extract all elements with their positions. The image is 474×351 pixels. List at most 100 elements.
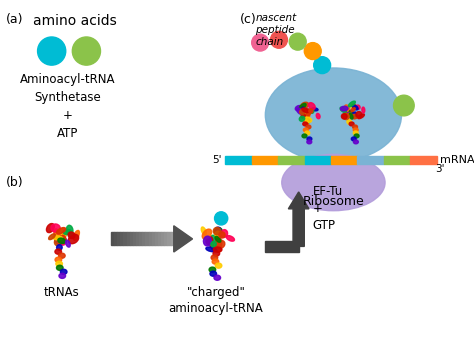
Ellipse shape: [307, 140, 312, 144]
Ellipse shape: [217, 232, 221, 240]
Text: 5': 5': [212, 155, 222, 165]
Ellipse shape: [201, 227, 206, 235]
Ellipse shape: [305, 119, 310, 124]
Ellipse shape: [215, 237, 221, 242]
Bar: [142, 232, 146, 245]
Ellipse shape: [68, 234, 79, 244]
Ellipse shape: [202, 229, 211, 239]
Ellipse shape: [55, 237, 61, 245]
Bar: [158, 232, 161, 245]
Text: tRNAs: tRNAs: [43, 286, 79, 299]
Ellipse shape: [214, 275, 220, 280]
Ellipse shape: [215, 231, 220, 237]
Text: amino acids: amino acids: [33, 14, 117, 28]
Ellipse shape: [348, 113, 352, 117]
Ellipse shape: [73, 231, 80, 240]
Ellipse shape: [303, 111, 310, 119]
Bar: [410, 156, 437, 164]
Circle shape: [215, 212, 228, 225]
Ellipse shape: [56, 261, 63, 266]
Bar: [278, 156, 305, 164]
Ellipse shape: [311, 108, 318, 111]
Text: (c): (c): [239, 13, 256, 26]
Ellipse shape: [301, 102, 309, 108]
Ellipse shape: [304, 117, 312, 122]
Ellipse shape: [56, 265, 63, 270]
Ellipse shape: [215, 227, 221, 233]
Ellipse shape: [305, 131, 310, 135]
Ellipse shape: [349, 113, 353, 119]
Bar: [123, 232, 127, 245]
Ellipse shape: [307, 137, 312, 141]
Bar: [164, 232, 167, 245]
Ellipse shape: [210, 235, 217, 244]
Bar: [171, 232, 174, 245]
Bar: [111, 232, 114, 245]
Text: mRNA: mRNA: [439, 155, 474, 165]
Ellipse shape: [206, 247, 217, 252]
Ellipse shape: [59, 273, 65, 278]
Ellipse shape: [210, 240, 215, 250]
Bar: [331, 156, 357, 164]
Ellipse shape: [301, 107, 304, 111]
Ellipse shape: [351, 137, 356, 141]
Ellipse shape: [299, 104, 306, 110]
Ellipse shape: [56, 245, 62, 250]
Bar: [305, 156, 331, 164]
Text: 3': 3': [435, 164, 444, 174]
Ellipse shape: [52, 236, 63, 240]
Ellipse shape: [55, 257, 62, 262]
Text: nascent
peptide
chain: nascent peptide chain: [255, 13, 297, 47]
Ellipse shape: [213, 251, 219, 256]
Ellipse shape: [302, 110, 309, 116]
Ellipse shape: [352, 112, 356, 117]
Ellipse shape: [221, 230, 228, 238]
Bar: [161, 232, 164, 245]
Text: Aminoacyl-tRNA
Synthetase
+
ATP: Aminoacyl-tRNA Synthetase + ATP: [20, 73, 115, 140]
Ellipse shape: [351, 103, 354, 109]
Ellipse shape: [54, 229, 60, 239]
Ellipse shape: [353, 114, 357, 118]
Ellipse shape: [303, 128, 308, 132]
Ellipse shape: [309, 109, 313, 113]
Ellipse shape: [58, 237, 66, 244]
Ellipse shape: [341, 114, 347, 119]
Circle shape: [304, 42, 321, 60]
Ellipse shape: [49, 234, 55, 240]
Ellipse shape: [63, 229, 72, 235]
Ellipse shape: [213, 227, 221, 235]
Circle shape: [314, 57, 330, 74]
Ellipse shape: [55, 249, 62, 254]
Ellipse shape: [353, 105, 358, 110]
Ellipse shape: [303, 122, 308, 126]
Bar: [130, 232, 133, 245]
Ellipse shape: [212, 259, 219, 264]
Bar: [133, 232, 136, 245]
Bar: [155, 232, 158, 245]
Ellipse shape: [46, 224, 55, 233]
Bar: [152, 232, 155, 245]
Ellipse shape: [304, 112, 308, 116]
Ellipse shape: [226, 236, 235, 241]
Ellipse shape: [346, 112, 351, 117]
Ellipse shape: [302, 108, 310, 113]
Ellipse shape: [347, 120, 352, 125]
Ellipse shape: [343, 113, 349, 120]
Ellipse shape: [306, 125, 311, 129]
Bar: [120, 232, 123, 245]
Ellipse shape: [354, 134, 359, 138]
Ellipse shape: [59, 253, 65, 258]
Ellipse shape: [349, 110, 353, 114]
Circle shape: [252, 34, 269, 51]
Ellipse shape: [265, 68, 401, 162]
Ellipse shape: [305, 109, 311, 115]
Ellipse shape: [302, 134, 307, 138]
Bar: [252, 156, 278, 164]
Circle shape: [289, 33, 306, 50]
Ellipse shape: [356, 105, 360, 109]
Text: (b): (b): [6, 176, 23, 189]
Bar: [357, 156, 384, 164]
Ellipse shape: [344, 105, 350, 113]
Ellipse shape: [58, 238, 65, 244]
Ellipse shape: [348, 101, 356, 107]
